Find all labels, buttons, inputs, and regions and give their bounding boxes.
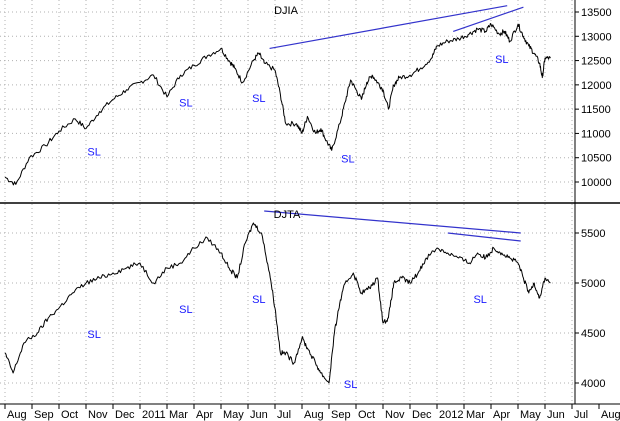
- sl-annotation: SL: [495, 54, 508, 66]
- djia-panel-title: DJIA: [274, 5, 299, 17]
- x-tick-label: Nov: [385, 409, 405, 421]
- frame-layer: [0, 0, 620, 409]
- x-tick-label: May: [223, 409, 244, 421]
- x-tick-label: Dec: [115, 409, 135, 421]
- y-tick-label: 4500: [581, 328, 605, 340]
- trendline: [269, 5, 508, 50]
- sl-annotation: SL: [252, 294, 265, 306]
- trendline: [264, 210, 521, 234]
- sl-annotation: SL: [341, 154, 354, 166]
- sl-annotation: SL: [179, 98, 192, 110]
- x-tick-label: Mar: [169, 409, 188, 421]
- x-tick-label: Aug: [7, 409, 27, 421]
- x-tick-label: 2012: [439, 409, 463, 421]
- x-tick-label: Jun: [250, 409, 268, 421]
- x-tick-label: Oct: [358, 409, 375, 421]
- y-tick-label: 10500: [581, 153, 612, 165]
- sl-annotation: SL: [87, 329, 100, 341]
- x-tick-label: Jul: [574, 409, 588, 421]
- sl-annotation: SL: [344, 379, 357, 391]
- sl-annotation: SL: [473, 294, 486, 306]
- x-tick-label: Oct: [61, 409, 78, 421]
- y-tick-label: 10000: [581, 177, 612, 189]
- series-layer: [4, 23, 551, 384]
- sl-annotation: SL: [252, 93, 265, 105]
- trendline: [453, 6, 524, 32]
- x-tick-label: Aug: [304, 409, 324, 421]
- y-tick-label: 4000: [581, 378, 605, 390]
- y-tick-label: 5000: [581, 278, 605, 290]
- label-layer: 10000 10500 11000 11500 12000 12500 13000 13500…: [7, 5, 620, 421]
- sl-annotation: SL: [87, 146, 100, 158]
- y-tick-label: 5500: [581, 228, 605, 240]
- x-tick-label: 2011: [142, 409, 166, 421]
- x-tick-label: Apr: [493, 409, 510, 421]
- djia-series-line: [4, 23, 551, 186]
- y-tick-label: 11000: [581, 128, 611, 140]
- trendline-layer: [264, 5, 524, 242]
- x-tick-label: Jul: [277, 409, 291, 421]
- trendline: [447, 232, 521, 242]
- djta-series-line: [4, 222, 551, 384]
- x-tick-label: Aug: [601, 409, 620, 421]
- x-tick-label: Jun: [547, 409, 565, 421]
- djta-panel-title: DJTA: [274, 209, 301, 221]
- y-tick-label: 13500: [581, 7, 612, 19]
- x-tick-label: Apr: [196, 409, 213, 421]
- grid-layer: [0, 0, 575, 403]
- y-tick-label: 12500: [581, 56, 612, 68]
- y-tick-label: 12000: [581, 80, 612, 92]
- x-tick-label: Mar: [466, 409, 485, 421]
- x-tick-label: Dec: [412, 409, 432, 421]
- y-tick-label: 11500: [581, 104, 611, 116]
- y-tick-label: 13000: [581, 31, 612, 43]
- x-tick-label: May: [520, 409, 541, 421]
- x-tick-label: Sep: [34, 409, 54, 421]
- sl-annotation: SL: [179, 304, 192, 316]
- x-tick-label: Nov: [88, 409, 108, 421]
- x-tick-label: Sep: [331, 409, 351, 421]
